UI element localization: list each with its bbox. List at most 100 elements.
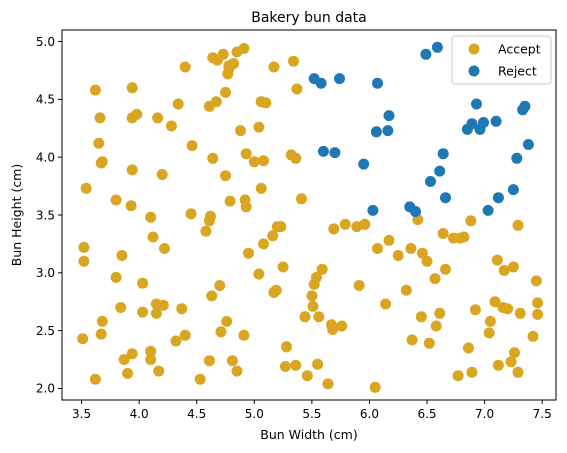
point-accept [440,263,451,275]
point-accept [206,290,218,302]
y-tick-label: 3.5 [36,208,55,222]
point-reject [471,98,482,110]
point-reject [478,117,489,128]
point-accept [509,347,520,359]
y-tick-label: 2.5 [36,324,55,338]
point-accept [383,234,395,246]
point-accept [489,296,501,308]
point-accept [392,250,404,261]
point-accept [291,83,303,95]
point-accept [369,381,381,393]
point-accept [336,320,348,332]
point-accept [415,311,427,323]
point-accept [465,215,477,227]
point-accept [200,225,212,237]
point-accept [185,208,197,220]
point-accept [78,241,90,253]
point-accept [214,280,226,291]
x-tick-label: 6.5 [417,407,436,421]
point-accept [277,261,289,273]
point-accept [94,112,106,124]
point-accept [316,263,328,275]
y-tick-label: 4.5 [36,93,55,107]
point-accept [312,358,324,370]
point-accept [532,297,544,309]
point-accept [253,121,265,133]
point-accept [156,169,168,180]
point-reject [466,118,478,130]
point-accept [248,156,260,168]
point-accept [469,304,481,316]
point-accept [145,345,157,357]
point-reject [383,110,395,122]
point-reject [382,125,394,137]
point-accept [220,170,231,182]
x-tick-label: 3.5 [72,407,91,421]
point-reject [440,192,451,204]
x-tick-label: 5.0 [245,407,264,421]
point-accept [110,271,122,283]
point-accept [400,284,412,296]
point-accept [126,348,138,360]
point-accept [423,337,435,349]
point-accept [466,366,478,378]
point-accept [328,223,340,235]
legend-marker-accept [468,43,480,55]
point-accept [290,359,302,371]
point-accept [430,320,442,332]
point-accept [275,221,287,233]
point-accept [380,298,392,310]
point-accept [429,273,441,285]
point-accept [507,261,519,273]
point-accept [194,373,206,385]
point-accept [122,367,134,379]
point-accept [126,164,138,176]
point-accept [226,355,238,367]
point-accept [270,284,282,296]
point-accept [260,97,272,109]
point-reject [317,145,329,157]
point-accept [255,182,267,194]
point-accept [152,112,164,124]
point-accept [210,96,222,108]
legend-label-reject: Reject [498,64,537,79]
point-accept [131,108,143,120]
point-accept [78,255,90,267]
point-accept [240,148,252,160]
point-accept [159,243,170,254]
point-accept [80,182,92,194]
point-reject [490,115,502,127]
point-accept [116,250,128,261]
point-accept [307,300,319,312]
point-accept [215,326,227,338]
point-accept [93,137,105,149]
point-reject [420,48,432,60]
point-reject [425,176,436,187]
point-accept [153,365,165,377]
point-accept [458,231,470,243]
point-reject [434,165,446,177]
point-accept [258,155,269,167]
point-accept [452,370,464,382]
point-accept [96,156,108,168]
legend-label-accept: Accept [498,42,541,57]
point-accept [125,200,137,212]
y-tick-label: 5.0 [36,35,55,49]
y-axis-ticks: 2.0 2.5 3.0 3.5 4.0 4.5 5.0 [36,35,62,396]
point-accept [281,341,292,353]
chart-title: Bakery bun data [251,10,367,26]
point-accept [89,84,101,96]
y-axis-label: Bun Height (cm) [9,164,24,267]
point-reject [334,73,345,85]
point-accept [299,311,311,323]
point-accept [491,254,503,266]
point-accept [110,194,122,206]
point-reject [519,100,531,112]
point-reject [522,139,534,150]
point-reject [507,184,519,196]
point-accept [483,327,495,339]
point-reject [431,41,443,53]
point-accept [228,58,240,69]
x-axis-label: Bun Width (cm) [260,427,358,442]
point-accept [179,329,191,341]
